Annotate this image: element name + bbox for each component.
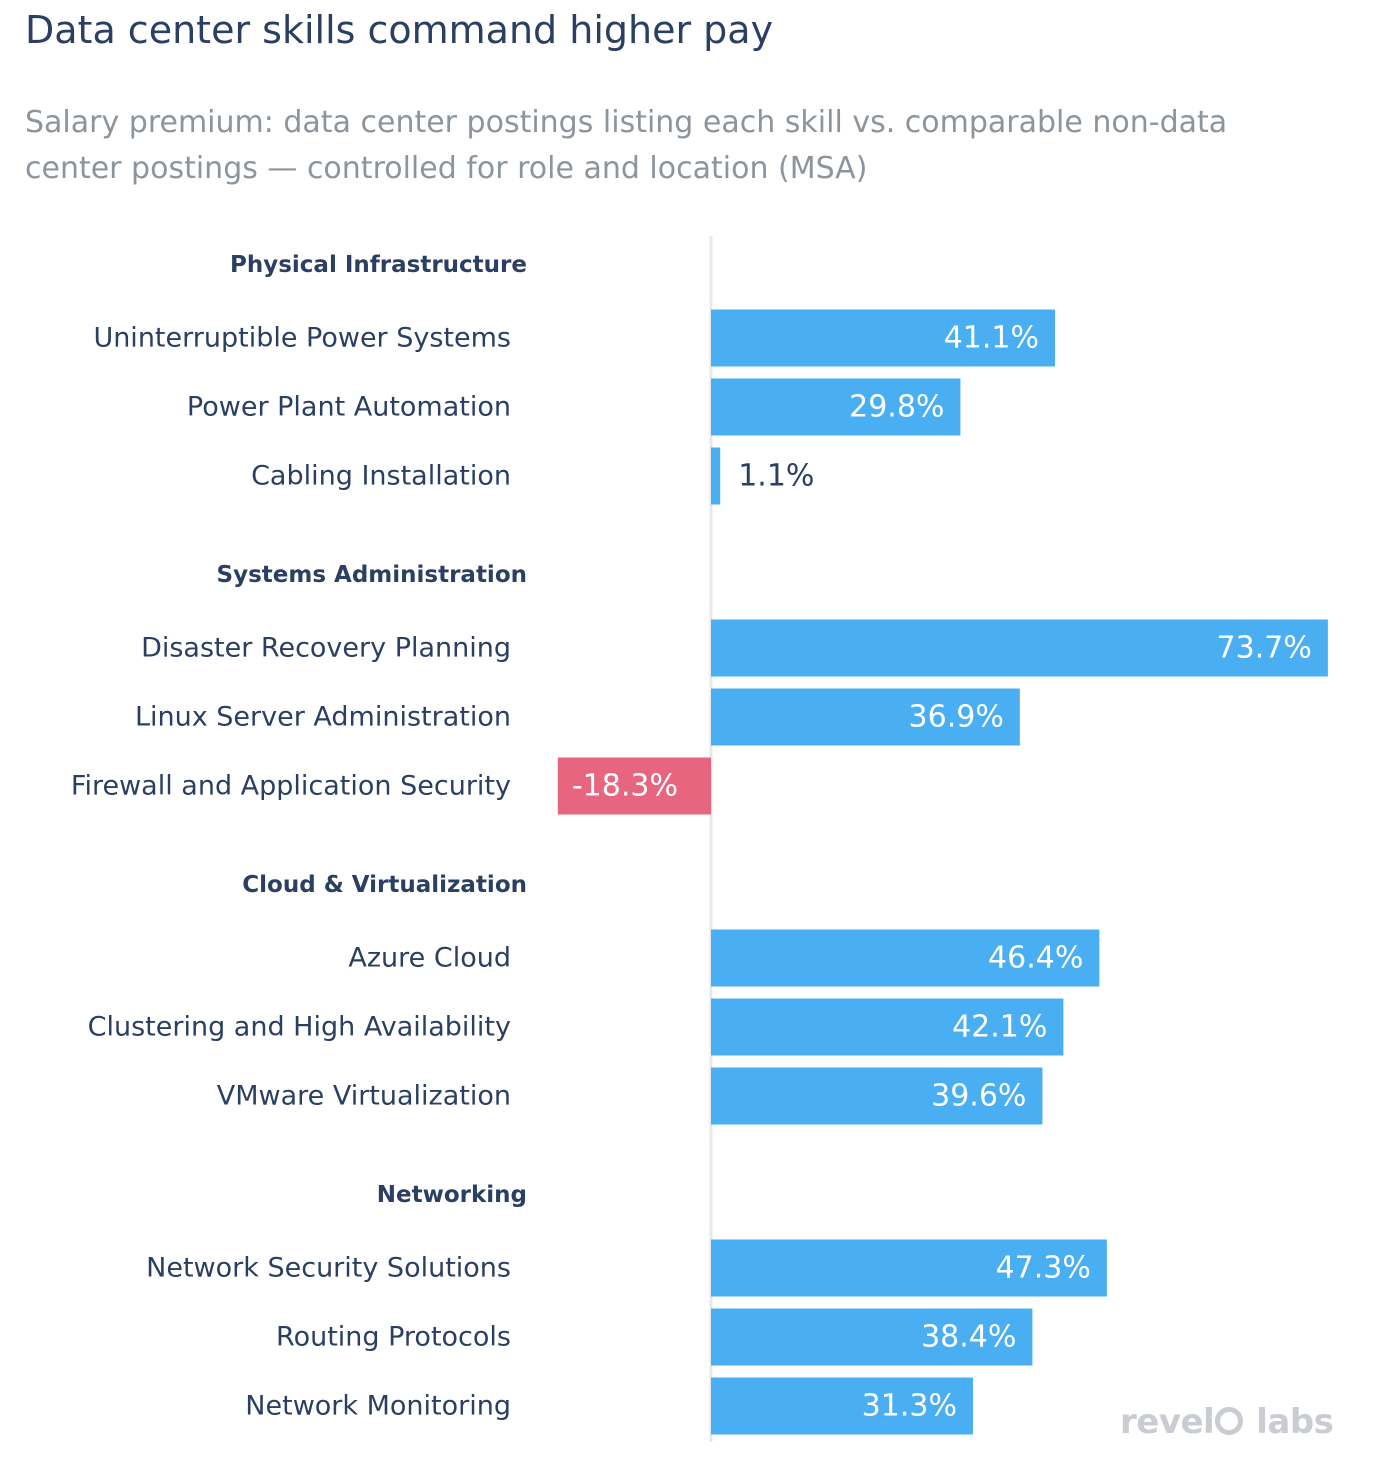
bar [711,1308,1033,1366]
data-label: 39.6% [931,1079,1026,1114]
data-label: 31.3% [862,1389,957,1424]
bar [711,929,1100,987]
bar [711,619,1328,677]
group-label: Networking [377,1182,527,1208]
logo-text-part1: revel [1120,1402,1215,1442]
category-label: Network Monitoring [245,1391,511,1422]
category-label: Clustering and High Availability [88,1012,511,1043]
bar [711,1239,1107,1297]
logo-circle-icon [1215,1407,1244,1435]
group-label: Physical Infrastructure [230,252,527,278]
bar [711,378,961,436]
category-label: Power Plant Automation [187,392,511,423]
category-label: Azure Cloud [348,943,511,974]
category-label: Disaster Recovery Planning [141,633,511,664]
data-label: 29.8% [849,390,944,425]
category-label: Firewall and Application Security [71,771,511,802]
category-label: VMware Virtualization [217,1081,511,1112]
group-label: Systems Administration [217,562,527,588]
category-label: Cabling Installation [251,461,511,492]
revelio-labs-logo: revel labs [1120,1402,1334,1442]
data-label: 38.4% [921,1320,1016,1355]
category-label: Linux Server Administration [135,702,511,733]
bar [711,447,721,505]
data-label: 36.9% [909,700,1004,735]
category-label: Uninterruptible Power Systems [93,323,511,354]
bar [711,998,1064,1056]
bar [557,757,711,815]
group-label: Cloud & Virtualization [242,872,527,898]
bar [711,1377,973,1435]
data-label: -18.3% [572,769,678,804]
data-label: 73.7% [1217,631,1312,666]
chart-title: Data center skills command higher pay [25,8,774,52]
bar [711,688,1020,746]
bar [711,309,1056,367]
bar [711,1067,1043,1125]
category-label: Routing Protocols [276,1322,511,1353]
data-label: 42.1% [952,1010,1047,1045]
chart-subtitle: Salary premium: data center postings lis… [25,105,1228,186]
data-label: 46.4% [988,941,1083,976]
category-label: Network Security Solutions [146,1253,511,1284]
data-label: 47.3% [996,1251,1091,1286]
data-label: 41.1% [944,321,1039,356]
logo-text-part2: labs [1256,1402,1334,1442]
data-label: 1.1% [738,459,814,494]
